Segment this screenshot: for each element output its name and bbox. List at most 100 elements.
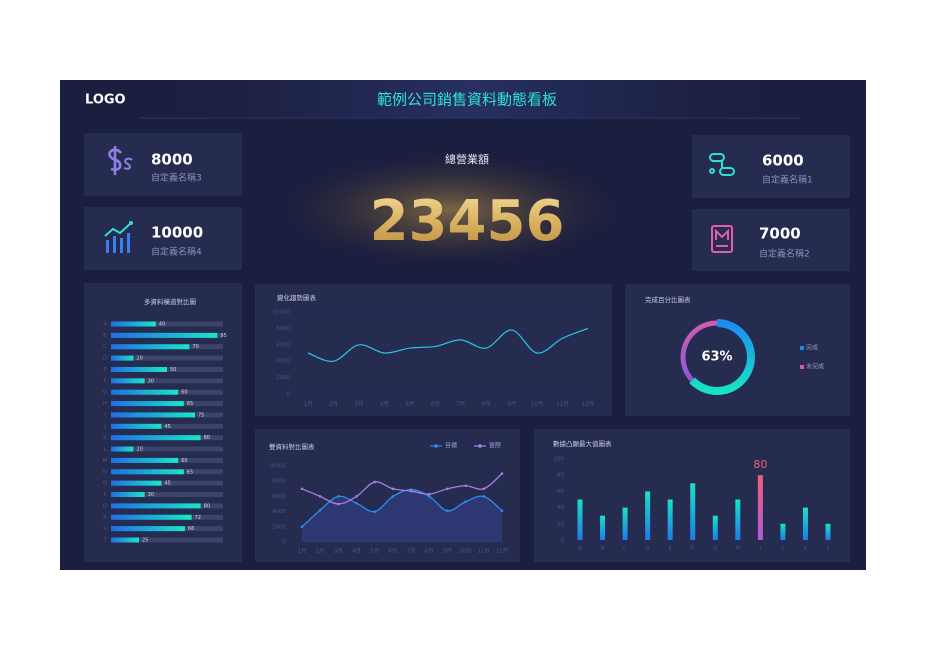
bar	[111, 457, 179, 463]
point	[482, 495, 486, 498]
kpi-label: 自定義名稱2	[759, 248, 810, 260]
bar	[690, 483, 696, 540]
y-tick-label: 4000	[272, 509, 286, 515]
x-tick-label: 5月	[405, 401, 414, 408]
value-label: 50	[170, 367, 176, 373]
point	[464, 484, 467, 488]
value-label: 72	[195, 515, 201, 521]
line	[307, 327, 589, 362]
donut-segment	[680, 320, 718, 382]
trend-icon	[104, 221, 133, 253]
bar	[111, 332, 218, 338]
x-tick-label: K	[804, 546, 808, 552]
kpi-card	[692, 135, 850, 198]
legend-label: 實際	[489, 442, 501, 450]
total-label: 總營業額	[445, 152, 489, 166]
point	[318, 495, 322, 498]
bar	[111, 526, 185, 532]
x-tick-label: 3月	[334, 548, 343, 555]
point	[391, 487, 395, 491]
panel	[255, 284, 612, 416]
x-tick-label: 4月	[352, 548, 361, 555]
y-tick-label: 8000	[276, 326, 290, 332]
value-label: 20	[136, 447, 142, 453]
x-tick-label: L	[826, 546, 830, 552]
category-label: Q	[103, 503, 108, 509]
x-tick-label: 8月	[482, 401, 491, 408]
y-tick-label: 20	[557, 521, 564, 527]
y-tick-label: 100	[554, 457, 565, 463]
category-label: A	[103, 322, 107, 328]
y-tick-label: 2000	[276, 375, 290, 381]
y-tick-label: 0	[561, 538, 565, 544]
value-label: 45	[164, 481, 170, 487]
line	[301, 488, 503, 528]
y-tick-label: 10000	[273, 310, 291, 316]
bar	[600, 515, 606, 540]
x-tick-label: 9月	[443, 548, 452, 555]
kpi-value: 8000	[151, 151, 193, 169]
line	[301, 473, 503, 505]
point	[446, 509, 449, 513]
x-tick-label: 9月	[507, 401, 516, 408]
point	[355, 495, 358, 498]
bar-track	[111, 378, 223, 384]
category-label: D	[103, 356, 107, 362]
bar	[111, 492, 145, 498]
bar	[577, 499, 583, 540]
category-label: O	[103, 481, 108, 487]
x-tick-label: F	[691, 546, 694, 552]
x-tick-label: 4月	[380, 401, 389, 408]
bar	[111, 412, 195, 418]
point	[446, 487, 449, 491]
x-tick-label: 7月	[456, 401, 465, 408]
point	[337, 502, 340, 506]
value-label: 65	[187, 469, 193, 475]
point	[500, 472, 504, 475]
point	[500, 509, 504, 513]
category-label: P	[103, 492, 107, 498]
bar	[111, 344, 190, 350]
panel-title: 完成百分比圖表	[645, 295, 691, 304]
kpi-value: 6000	[762, 152, 804, 170]
kpi-value: 10000	[151, 224, 203, 242]
x-tick-label: 12月	[496, 548, 509, 555]
point	[318, 508, 322, 512]
bar-track	[111, 446, 223, 452]
legend-label: 未完成	[806, 363, 824, 371]
kpi-card	[84, 133, 242, 196]
kpi-label: 自定義名稱1	[762, 174, 813, 186]
value-label: 95	[220, 333, 226, 339]
x-tick-label: 7月	[407, 548, 416, 555]
bar	[667, 499, 673, 540]
dollar-icon	[108, 146, 133, 175]
value-label: 20	[136, 356, 142, 362]
bar	[712, 515, 718, 540]
bar	[111, 401, 184, 407]
x-tick-label: 10月	[459, 548, 472, 555]
legend-dot	[478, 444, 482, 448]
total-glow	[265, 148, 635, 272]
value-label: 30	[148, 492, 154, 498]
x-tick-label: 6月	[431, 401, 440, 408]
bar	[757, 475, 763, 540]
center-label: 63%	[701, 350, 732, 365]
bar	[111, 503, 201, 509]
point	[482, 487, 486, 491]
bar	[111, 423, 162, 429]
bar	[622, 507, 628, 540]
category-label: M	[103, 458, 108, 464]
link-icon	[709, 153, 735, 176]
point	[464, 500, 467, 504]
y-tick-label: 80	[557, 473, 564, 479]
x-tick-label: 5月	[370, 548, 379, 555]
panel-title: 雙資料對比圖表	[269, 442, 315, 451]
bar-track	[111, 537, 223, 543]
x-tick-label: C	[623, 546, 627, 552]
panel-title: 數據凸顯最大值圖表	[553, 439, 612, 448]
category-label: G	[103, 390, 107, 396]
category-label: J	[103, 424, 106, 430]
bar	[111, 366, 167, 372]
kpi-card	[84, 207, 242, 270]
point	[337, 495, 340, 498]
